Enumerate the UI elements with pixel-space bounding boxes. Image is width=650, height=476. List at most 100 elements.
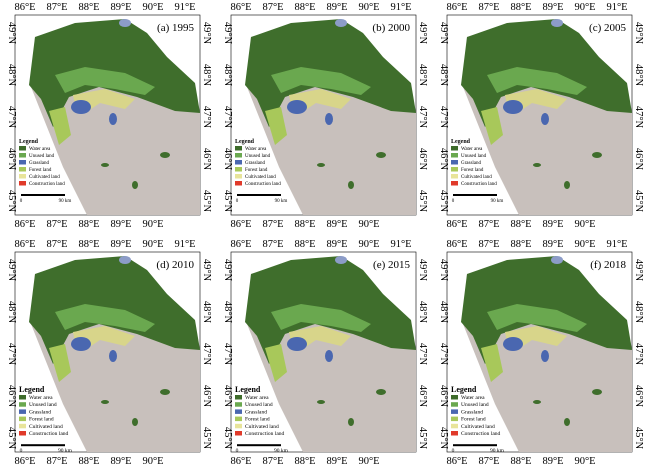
top-lon-label: 90°E (574, 2, 595, 13)
scale-label: 90 km (490, 448, 505, 454)
legend-label: Grassland (29, 161, 49, 166)
bottom-lon-label: 86°E (230, 219, 251, 230)
top-lon-label: 89°E (110, 239, 131, 250)
scale-label: 90 km (59, 199, 72, 204)
bottom-lon-label: 90°E (574, 219, 595, 230)
top-lon-label: 88°E (78, 2, 99, 13)
legend-swatch (235, 167, 242, 172)
bottom-lon-label: 89°E (326, 219, 347, 230)
bottom-lon-label: 90°E (142, 456, 163, 467)
right-lat-label: 47°N (633, 106, 644, 129)
top-lon-label: 87°E (262, 239, 283, 250)
bottom-lon-label: 89°E (326, 456, 347, 467)
top-lon-label: 90°E (142, 239, 163, 250)
bottom-lon-label: 87°E (46, 219, 67, 230)
left-lat-label: 48°N (222, 301, 233, 324)
legend-label: Water area (245, 395, 269, 401)
scale-label: 90 km (275, 199, 288, 204)
panel-label: (f) 2018 (590, 259, 626, 271)
bottom-lon-label: 86°E (446, 219, 467, 230)
legend-swatch (451, 181, 458, 186)
legend-label: Unused land (29, 402, 57, 408)
right-lat-label: 47°N (633, 343, 644, 366)
right-lat-label: 48°N (633, 64, 644, 87)
top-lon-label: 89°E (542, 2, 563, 13)
bottom-lon-label: 87°E (478, 219, 499, 230)
left-lat-label: 49°N (222, 22, 233, 45)
right-lat-label: 45°N (417, 427, 428, 450)
top-lon-label: 88°E (294, 2, 315, 13)
top-lon-label: 86°E (446, 2, 467, 13)
legend-title: Legend (235, 385, 261, 394)
bottom-lon-label: 87°E (262, 456, 283, 467)
legend-label: Cultivated land (29, 175, 60, 180)
legend-swatch (19, 174, 26, 179)
scale-label: 90 km (58, 448, 73, 454)
legend-swatch (19, 416, 26, 422)
top-lon-label: 87°E (262, 2, 283, 13)
right-lat-label: 49°N (201, 22, 212, 45)
left-lat-label: 47°N (6, 106, 17, 129)
right-lat-label: 49°N (417, 22, 428, 45)
legend-swatch (19, 153, 26, 158)
top-lon-label: 86°E (14, 239, 35, 250)
bottom-lon-label: 88°E (510, 456, 531, 467)
right-lat-label: 49°N (201, 259, 212, 282)
bottom-lon-label: 88°E (78, 219, 99, 230)
right-lat-label: 46°N (633, 385, 644, 408)
left-lat-label: 49°N (438, 22, 449, 45)
legend-label: Construction land (245, 182, 281, 187)
legend-label: Forest land (461, 417, 486, 423)
right-lat-label: 48°N (417, 301, 428, 324)
legend-label: Grassland (245, 409, 267, 415)
legend-label: Grassland (245, 161, 265, 166)
scale-label: 0 (452, 199, 455, 204)
legend-label: Unused land (461, 154, 487, 159)
legend-label: Cultivated land (245, 424, 279, 430)
scale-bar (237, 444, 281, 447)
legend-title: Legend (451, 139, 471, 145)
left-lat-label: 45°N (438, 427, 449, 450)
legend-swatch (451, 431, 458, 436)
top-lon-label: 90°E (142, 2, 163, 13)
legend-swatch (235, 160, 242, 165)
scale-bar (237, 194, 281, 196)
legend-swatch (19, 395, 26, 400)
right-lat-label: 48°N (201, 64, 212, 87)
legend-swatch (235, 181, 242, 186)
scale-label: 0 (236, 448, 239, 454)
right-lat-label: 47°N (417, 106, 428, 129)
right-lat-label: 47°N (201, 343, 212, 366)
legend-title: Legend (19, 139, 39, 145)
legend-swatch (451, 153, 458, 158)
bottom-lon-label: 87°E (478, 456, 499, 467)
bottom-lon-label: 90°E (574, 456, 595, 467)
bottom-lon-label: 90°E (142, 219, 163, 230)
bottom-lon-label: 88°E (294, 456, 315, 467)
left-lat-label: 46°N (6, 385, 17, 408)
top-lon-label: 86°E (446, 239, 467, 250)
legend-label: Construction land (461, 182, 497, 187)
bottom-lon-label: 89°E (542, 456, 563, 467)
left-lat-label: 48°N (6, 64, 17, 87)
legend-swatch (19, 409, 26, 414)
left-lat-label: 45°N (6, 190, 17, 213)
top-lon-label: 87°E (478, 239, 499, 250)
scale-bar (453, 444, 497, 447)
left-lat-label: 48°N (438, 64, 449, 87)
panel-label: (c) 2005 (589, 22, 626, 34)
legend-swatch (235, 402, 242, 407)
left-lat-label: 49°N (438, 259, 449, 282)
right-lat-label: 49°N (633, 22, 644, 45)
left-lat-label: 49°N (6, 22, 17, 45)
legend-label: Forest land (461, 168, 484, 173)
legend-label: Cultivated land (461, 175, 492, 180)
top-lon-label: 91°E (606, 239, 627, 250)
top-lon-label: 87°E (46, 2, 67, 13)
legend-swatch (451, 174, 458, 179)
legend-label: Unused land (461, 402, 489, 408)
top-lon-label: 86°E (14, 2, 35, 13)
legend-swatch (451, 402, 458, 407)
top-lon-label: 89°E (542, 239, 563, 250)
top-lon-label: 90°E (358, 2, 379, 13)
